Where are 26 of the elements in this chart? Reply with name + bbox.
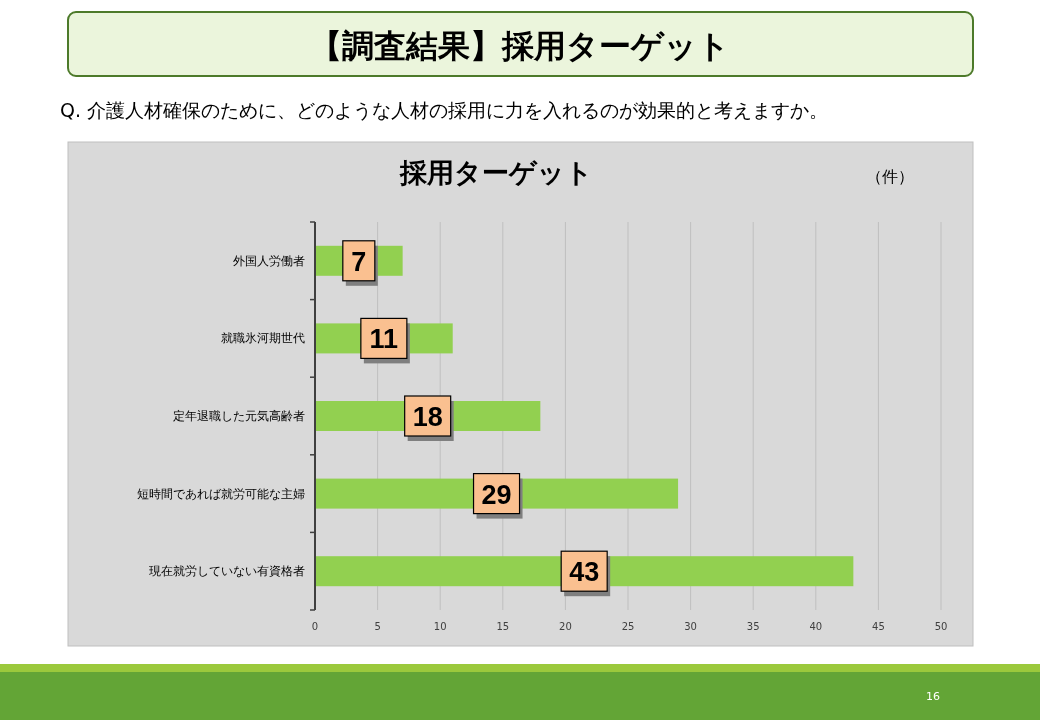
data-label: 43 [569, 557, 600, 588]
x-tick-label: 10 [433, 621, 447, 632]
chart-title: 【調査結果】採用ターゲット [310, 27, 730, 65]
x-tick-label: 50 [934, 621, 948, 632]
y-tick-label: 定年退職した元気高齢者 [173, 409, 305, 423]
y-tick-label: 現在就労していない有資格者 [149, 564, 305, 579]
x-tick-label: 15 [496, 621, 510, 632]
x-tick-label: 25 [621, 621, 635, 632]
x-tick-label: 0 [311, 621, 319, 632]
x-tick-label: 20 [559, 621, 572, 632]
x-tick-label: 45 [872, 621, 885, 632]
y-tick-label: 外国人労働者 [233, 253, 305, 268]
data-label: 18 [412, 402, 443, 432]
x-tick-label: 40 [809, 621, 823, 632]
text: 採用ターゲット [398, 157, 593, 188]
x-tick-label: 30 [684, 621, 697, 632]
x-axis-title: （件） [866, 167, 914, 186]
x-tick-label: 5 [374, 621, 381, 632]
y-tick-label: 就職氷河期世代 [221, 331, 305, 346]
data-label: 29 [481, 479, 512, 510]
data-label: 7 [351, 246, 367, 277]
data-label: 11 [369, 324, 399, 355]
chart-subtitle: Q. 介護人材確保のために、どのような人材の採用に力を入れるのが効果的と考えますか。 [60, 99, 829, 121]
x-tick-label: 35 [746, 621, 760, 632]
text: 16 [926, 690, 940, 703]
y-tick-label: 短時間であれば就労可能な主婦 [137, 486, 305, 501]
